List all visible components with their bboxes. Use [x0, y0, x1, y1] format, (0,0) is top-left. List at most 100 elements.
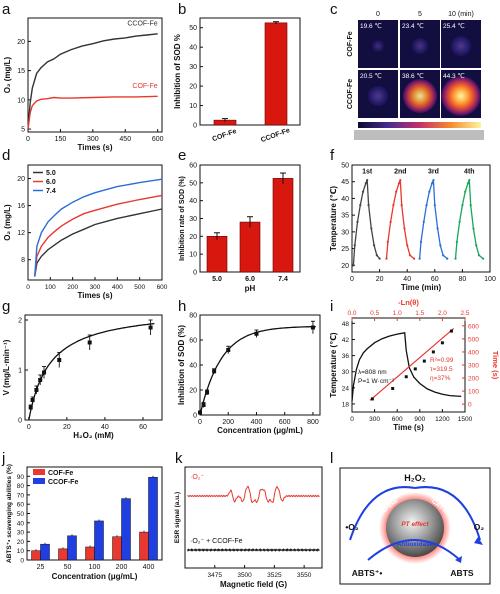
- y-tick-label: 35: [341, 213, 349, 220]
- data-point: [87, 340, 92, 345]
- thermal-spot: [411, 37, 429, 55]
- y-tick-label: 50: [189, 25, 197, 32]
- arrow-head: [455, 556, 462, 563]
- data-point: [413, 257, 416, 260]
- right-tick-label: 200: [468, 376, 479, 383]
- thermal-scale-strip: [354, 130, 484, 140]
- data-point: [392, 204, 395, 207]
- x-tick-label: 600: [279, 419, 291, 426]
- data-point: [430, 182, 434, 185]
- data-point: [205, 390, 210, 395]
- series-line-1: [385, 179, 415, 260]
- bar: [67, 535, 77, 561]
- cat-arc: [414, 486, 481, 541]
- data-point: [422, 220, 425, 223]
- diagram-label: H₂O₂: [404, 473, 426, 483]
- bar: [112, 536, 122, 561]
- temperature-readout: 38.6 ℃: [402, 72, 424, 80]
- x-tick-label: 3525: [267, 572, 282, 579]
- x-tick-label: 40: [101, 424, 109, 431]
- data-point: [468, 178, 471, 182]
- panel-letter: k: [175, 450, 183, 467]
- data-point: [361, 190, 365, 193]
- plot-frame: [184, 466, 323, 569]
- thermal-spot: [441, 76, 481, 116]
- data-point: [461, 204, 464, 207]
- category-label: 50: [64, 564, 72, 571]
- legend-label: 7.4: [46, 188, 56, 195]
- y-tick-label: 18: [342, 401, 350, 408]
- temperature-readout: 44.3 ℃: [443, 72, 465, 80]
- y-tick-label: 10: [189, 252, 197, 259]
- y-tick-label: 20: [17, 539, 25, 546]
- y-tick-label: 15: [17, 68, 25, 75]
- bar: [148, 476, 158, 561]
- x-tick-label: 150: [55, 136, 67, 143]
- y-tick-label: 8: [21, 257, 25, 264]
- panel-e: 0 10 20 30 40 50 60 5.0 6.0 7.4 pH Inhibition rate …: [178, 147, 301, 293]
- data-point: [38, 378, 43, 382]
- x-tick-label: 400: [112, 284, 123, 291]
- series-label: CCOF-Fe: [127, 21, 157, 28]
- top-tick-label: 0.0: [347, 310, 356, 317]
- data-point: [477, 254, 481, 257]
- panel-b: 0 10 20 30 40 50 COF-Fe CCOF-Fe Inhibition of SO…: [173, 1, 301, 144]
- cycle-label: 4th: [464, 168, 475, 175]
- linear-fit-line: [369, 327, 455, 401]
- y-tick-label: 20: [189, 388, 197, 395]
- row-label: CCOF-Fe: [347, 79, 354, 109]
- data-point: [364, 182, 367, 185]
- category-label: 25: [37, 564, 45, 571]
- y-tick-label: 30: [342, 369, 350, 376]
- data-point: [367, 204, 370, 207]
- y-axis-label: Inhibition rate of SOD (%): [179, 176, 186, 261]
- y-tick-label: 80: [189, 313, 197, 320]
- y-tick-label: 48: [342, 321, 350, 328]
- y-tick-label: 0: [20, 558, 24, 565]
- panel-k: 3475 3500 3525 3550 ·O₂⁻ ·O₂⁻ + CCOF-Fe Magnet…: [174, 450, 323, 589]
- x-tick-label: 0: [26, 136, 30, 143]
- antioxidase-arc: [367, 539, 461, 561]
- legend-label: COF-Fe: [48, 470, 73, 477]
- panel-i: 0 300 600 900 1200 1500 18 24 30 36 42 48 0.0 0.5 1.0 1…: [329, 298, 500, 432]
- top-tick-label: 1.5: [415, 310, 424, 317]
- panel-letter: g: [2, 298, 10, 315]
- panel-letter: e: [178, 147, 186, 164]
- right-axis-label: Time (s): [491, 351, 500, 380]
- right-tick-label: 0: [468, 402, 472, 409]
- data-point: [370, 227, 373, 230]
- fit-curve: [28, 322, 155, 421]
- x-tick-label: 800: [307, 419, 319, 426]
- data-point: [353, 244, 356, 247]
- thermal-spot: [450, 35, 472, 57]
- panel-letter: i: [330, 298, 333, 315]
- panel-letter: j: [1, 450, 5, 467]
- data-point: [433, 204, 436, 207]
- data-point: [375, 254, 378, 257]
- top-tick-label: 2.5: [460, 310, 469, 317]
- category-label: 100: [89, 564, 101, 571]
- x-tick-label: 60: [139, 424, 147, 431]
- data-point: [455, 240, 458, 244]
- data-point: [389, 220, 392, 223]
- y-tick-label: 10: [17, 97, 25, 104]
- data-point: [475, 244, 478, 247]
- diagram-label: ABTS: [450, 568, 473, 578]
- series-line-2: [418, 179, 448, 260]
- temperature-readout: 23.4 ℃: [402, 22, 424, 30]
- y-axis-label: V (mg/L·min⁻¹): [2, 339, 11, 395]
- plot-frame: [24, 314, 163, 421]
- data-point: [198, 410, 202, 415]
- category-label: CCOF-Fe: [260, 127, 291, 144]
- x-tick-label: 0: [198, 419, 202, 426]
- legend-swatch: [33, 469, 45, 475]
- y-tick-label: 25: [341, 246, 349, 253]
- x-axis-label: pH: [245, 284, 256, 293]
- x-tick-label: 1200: [435, 416, 450, 423]
- category-label: 7.4: [278, 276, 288, 283]
- bar: [121, 498, 131, 561]
- y-tick-label: 12: [17, 230, 25, 237]
- annotation: τ=319.5: [430, 366, 453, 373]
